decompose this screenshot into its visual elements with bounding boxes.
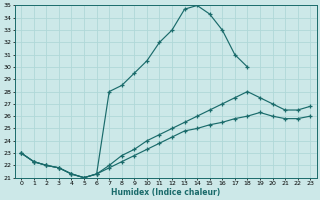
X-axis label: Humidex (Indice chaleur): Humidex (Indice chaleur) <box>111 188 220 197</box>
